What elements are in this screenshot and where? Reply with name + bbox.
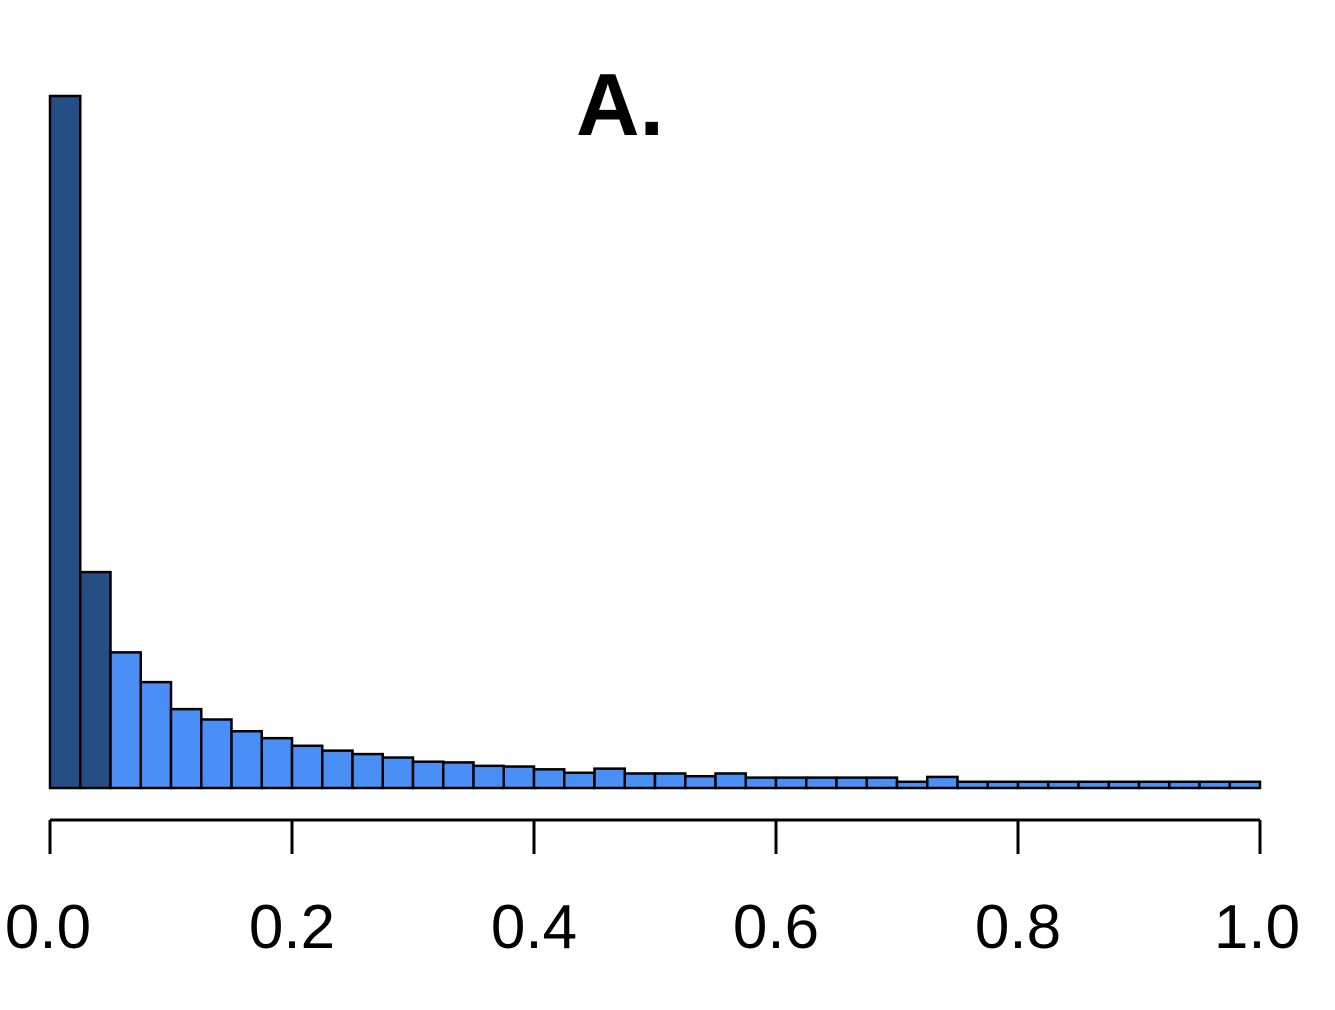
histogram-bar [714,772,747,790]
histogram-bar [109,651,142,790]
histogram-bar [411,760,445,790]
histogram-bar [956,780,989,790]
histogram-bar [865,776,899,790]
histogram-bar [79,570,112,790]
histogram-bar [1228,780,1262,790]
histogram-bars [48,94,1262,790]
histogram-bar [381,756,415,790]
x-axis-tick-label: 0.0 [5,893,91,962]
x-axis-ticks: 0.0 0.2 0.4 0.6 0.8 1.0 [5,820,1300,962]
histogram-bar [593,767,626,790]
histogram-bar [774,776,808,790]
histogram-bar [623,772,657,790]
histogram-bar [139,680,173,790]
histogram-bar [926,775,959,790]
histogram-bar [805,776,838,790]
histogram-bar [684,774,717,790]
x-axis-tick-label: 1.0 [1214,893,1300,962]
histogram-bar [321,749,354,790]
histogram-bar [502,765,536,790]
histogram-bar [260,736,294,790]
x-axis-tick-label: 0.4 [491,893,577,962]
histogram-bar [1168,780,1201,790]
histogram-bar [653,772,687,790]
histogram-bar [986,780,1020,790]
histogram-bar [895,780,929,790]
histogram-bar [744,776,778,790]
x-axis: 0.0 0.2 0.4 0.6 0.8 1.0 [5,818,1300,962]
histogram-bar [48,94,82,790]
histogram-bar [472,764,505,790]
histogram-bar [835,776,868,790]
histogram-bar [1077,780,1110,790]
x-axis-tick-label: 0.8 [975,893,1061,962]
chart-title: A. [576,55,664,154]
histogram-bar [169,707,203,790]
histogram-bar [1137,780,1171,790]
histogram-bar [563,771,596,790]
x-axis-tick-label: 0.6 [733,893,819,962]
histogram-bar [1198,780,1231,790]
histogram-bar [230,730,263,790]
histogram-bar [1107,780,1141,790]
histogram-bar [442,761,475,790]
histogram-bar [200,718,233,790]
histogram-bar [351,752,384,790]
histogram-bar [1047,780,1080,790]
histogram-bar [532,768,566,790]
x-axis-tick-label: 0.2 [249,893,335,962]
histogram-bar [1016,780,1050,790]
histogram-bar [290,744,324,790]
